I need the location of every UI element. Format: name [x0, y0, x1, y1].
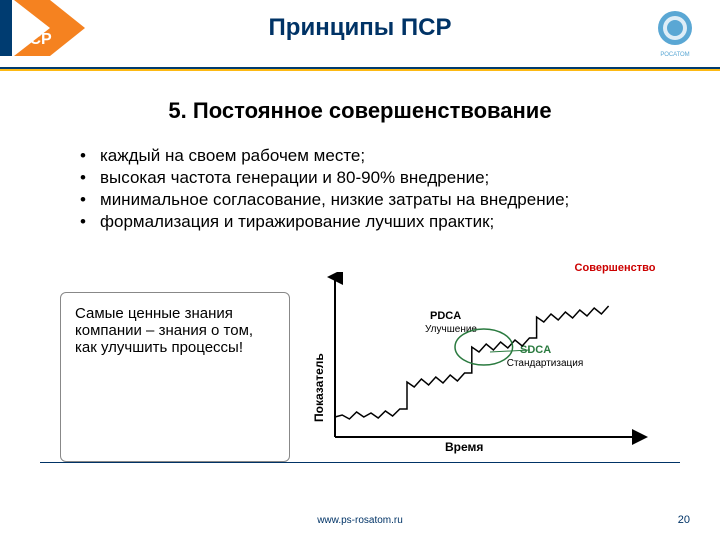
footer-url: www.ps-rosatom.ru [0, 515, 720, 526]
page-title: Принципы ПСР [0, 0, 720, 42]
subtitle: 5. Постоянное совершенствование [60, 98, 660, 124]
footer-divider [40, 462, 680, 463]
logo-left: ПСР [0, 0, 90, 61]
bullet-item: высокая частота генерации и 80-90% внедр… [80, 168, 660, 188]
logo-left-text: ПСР [18, 31, 52, 48]
page-number: 20 [678, 514, 690, 526]
improvement-chart: Показатель Совершенство PDCA Улучшение S… [290, 262, 660, 462]
quote-box: Самые ценные знания компании – знания о … [60, 292, 290, 462]
logo-right: РОСАТОМ [650, 10, 700, 60]
x-axis-label: Время [445, 440, 483, 454]
bullet-item: каждый на своем рабочем месте; [80, 146, 660, 166]
bullet-item: минимальное согласование, низкие затраты… [80, 190, 660, 210]
header-underline [0, 58, 720, 62]
bullet-item: формализация и тиражирование лучших прак… [80, 212, 660, 232]
bullet-list: каждый на своем рабочем месте; высокая ч… [80, 146, 660, 232]
